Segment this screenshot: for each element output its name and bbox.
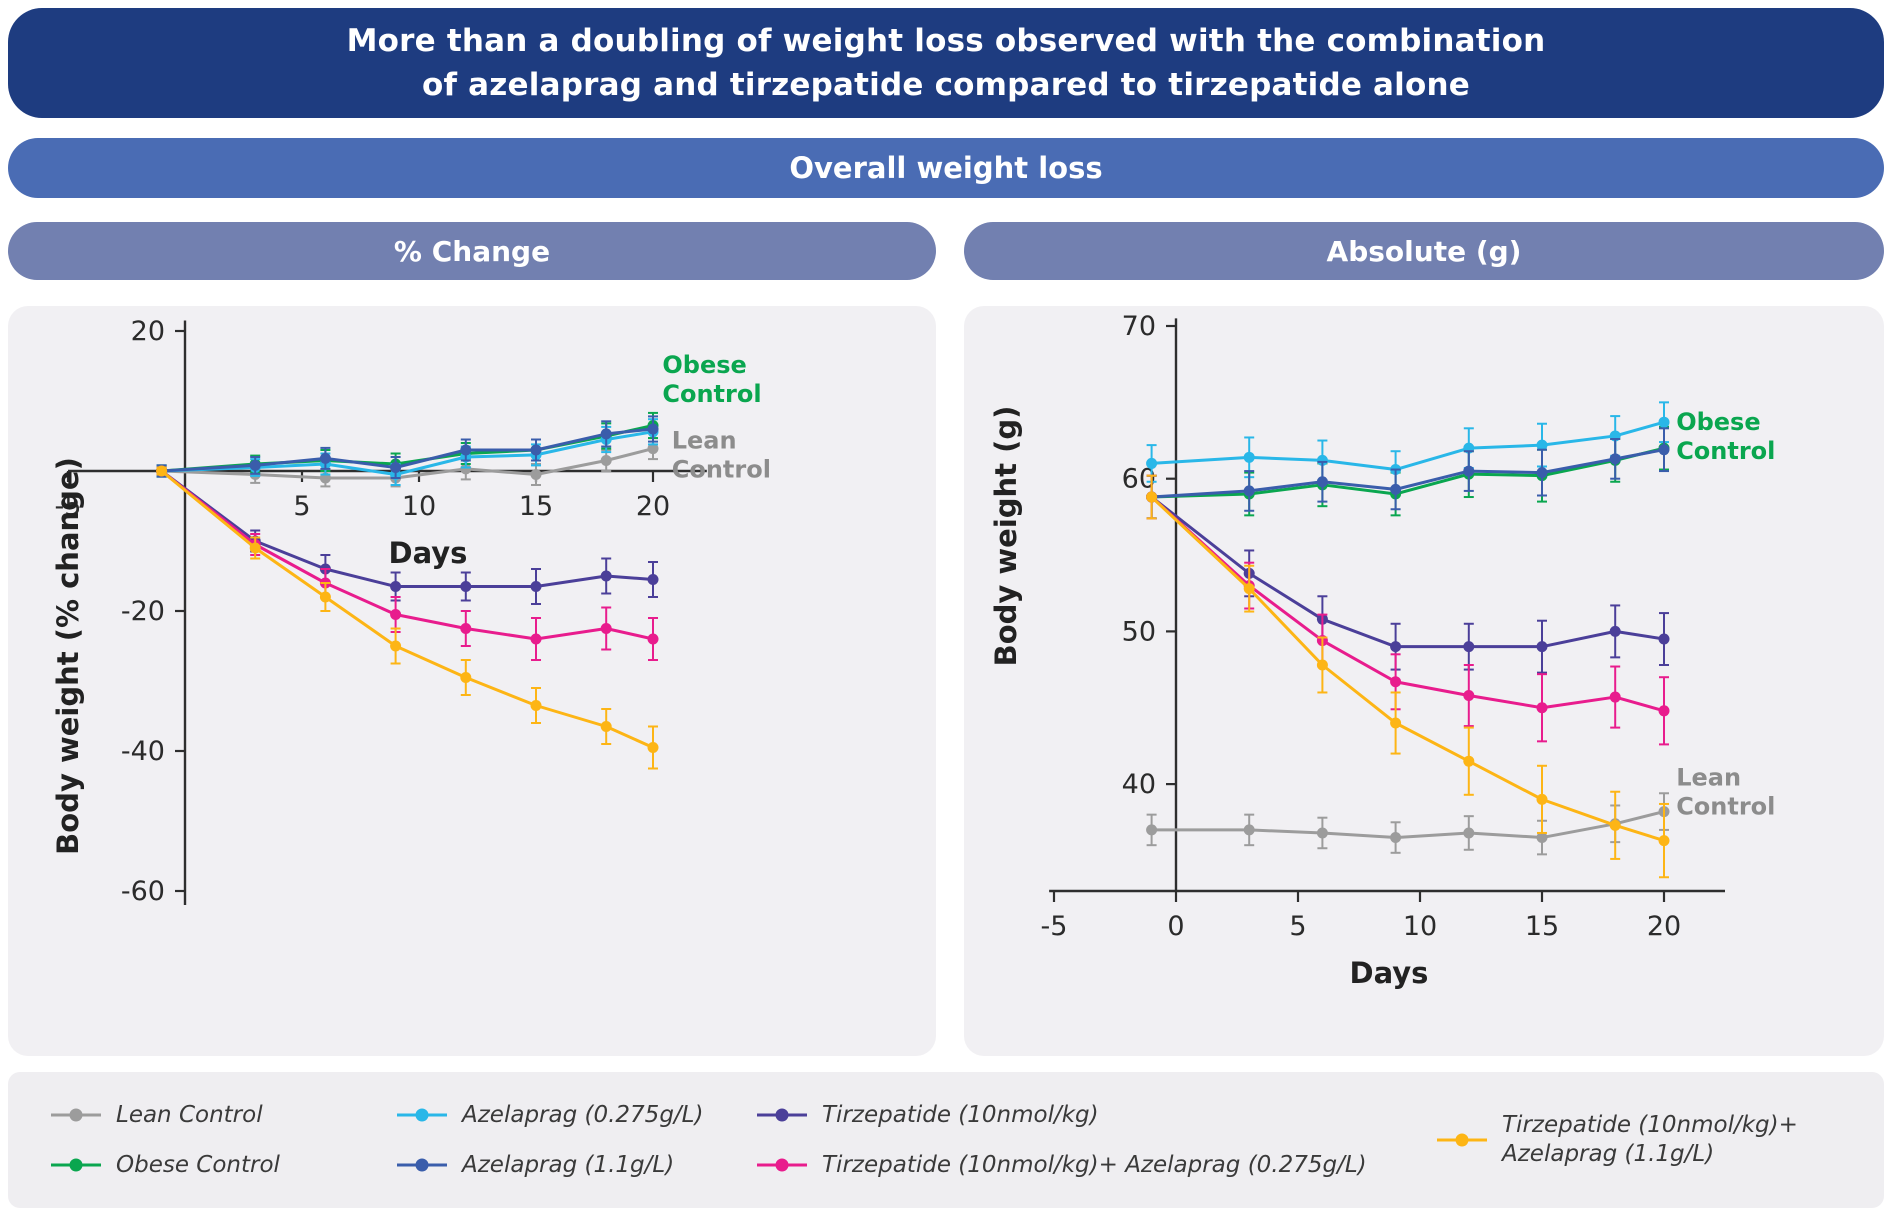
- x-tick-label: 20: [636, 491, 670, 522]
- x-tick-label: 5: [1289, 911, 1306, 942]
- legend-label: Azelaprag (1.1g/L): [462, 1151, 675, 1178]
- legend-marker-icon: [51, 1158, 101, 1172]
- y-tick-label: 20: [131, 316, 165, 347]
- series: [1146, 474, 1670, 674]
- x-tick-label: 5: [293, 491, 310, 522]
- legend: Lean Control Obese Control Azelaprag (0.2…: [8, 1072, 1884, 1208]
- chart-annotation: Control: [662, 380, 761, 408]
- chart-annotation: Control: [1676, 793, 1775, 821]
- y-tick-label: 50: [1122, 616, 1156, 647]
- x-tick-label: 15: [519, 491, 553, 522]
- series: [1146, 427, 1670, 520]
- y-axis-title: Body weight (g): [989, 406, 1023, 667]
- y-tick-label: -20: [121, 596, 165, 627]
- x-tick-label: -5: [1041, 911, 1068, 942]
- percent-change-panel: -5 5 10 15 20 20 -20 -40 -60 Days Body weight (% c…: [8, 306, 936, 1056]
- legend-label: Tirzepatide (10nmol/kg)+ Azelaprag (0.27…: [822, 1151, 1367, 1178]
- legend-item: Tirzepatide (10nmol/kg)+ Azelaprag (1.1g/…: [1436, 1112, 1798, 1167]
- legend-item: Lean Control: [50, 1094, 280, 1136]
- absolute-chart: -5 0 5 10 15 20 70 60 50 40 Days Body weight (g) Obe…: [989, 311, 1775, 990]
- legend-column: Azelaprag (0.275g/L) Azelaprag (1.1g/L): [396, 1072, 703, 1208]
- chart-annotation: Control: [1676, 437, 1775, 465]
- legend-column: Tirzepatide (10nmol/kg)+ Azelaprag (1.1g/…: [1436, 1072, 1798, 1208]
- x-tick-label: -5: [55, 491, 82, 522]
- legend-marker-icon: [757, 1108, 807, 1122]
- series: [1146, 474, 1670, 879]
- series: [1146, 474, 1670, 746]
- series: [1146, 425, 1670, 520]
- legend-column: Tirzepatide (10nmol/kg) Tirzepatide (10nm…: [756, 1072, 1367, 1208]
- series: [156, 415, 659, 479]
- title-banner: More than a doubling of weight loss obse…: [8, 8, 1884, 118]
- legend-marker-icon: [397, 1158, 447, 1172]
- y-tick-label: 60: [1122, 464, 1156, 495]
- chart-annotation: Control: [672, 456, 771, 484]
- legend-item: Azelaprag (0.275g/L): [396, 1094, 703, 1136]
- legend-marker-icon: [1437, 1133, 1487, 1147]
- legend-item: Azelaprag (1.1g/L): [396, 1144, 703, 1186]
- chart-annotation: Obese: [662, 351, 746, 379]
- x-tick-label: 15: [1525, 911, 1559, 942]
- x-tick-label: 10: [402, 491, 436, 522]
- chart-annotation: Lean: [1676, 764, 1741, 792]
- legend-item: Obese Control: [50, 1144, 280, 1186]
- chart-annotation: Obese: [1676, 408, 1760, 436]
- legend-label: Azelaprag (0.275g/L): [462, 1101, 704, 1128]
- y-axis-title: Body weight (% change): [51, 457, 85, 855]
- percent-change-chart: -5 5 10 15 20 20 -20 -40 -60 Days Body weight (% c…: [51, 316, 771, 907]
- series: [156, 465, 659, 770]
- legend-label: Obese Control: [116, 1151, 280, 1178]
- panel-header-percent-change-label: % Change: [393, 234, 551, 268]
- y-tick-label: 70: [1122, 311, 1156, 342]
- absolute-panel: -5 0 5 10 15 20 70 60 50 40 Days Body weight (g) Obe…: [964, 306, 1884, 1056]
- legend-item: Tirzepatide (10nmol/kg): [756, 1094, 1367, 1136]
- panel-header-percent-change: % Change: [8, 222, 936, 280]
- x-tick-label: 10: [1403, 911, 1437, 942]
- series: [1146, 401, 1670, 489]
- legend-label: Lean Control: [116, 1101, 263, 1128]
- chart-annotation: Lean: [672, 427, 737, 455]
- y-tick-label: -60: [121, 876, 165, 907]
- series: [1146, 792, 1670, 856]
- title-line-1: More than a doubling of weight loss obse…: [346, 23, 1546, 59]
- x-axis-title: Days: [1350, 956, 1429, 990]
- subtitle-text: Overall weight loss: [789, 151, 1103, 185]
- x-axis-title: Days: [389, 536, 468, 570]
- legend-item: Tirzepatide (10nmol/kg)+ Azelaprag (0.27…: [756, 1144, 1367, 1186]
- legend-marker-icon: [757, 1158, 807, 1172]
- x-tick-label: 20: [1647, 911, 1681, 942]
- legend-marker-icon: [397, 1108, 447, 1122]
- subtitle-banner: Overall weight loss: [8, 138, 1884, 198]
- x-tick-label: 0: [1167, 911, 1184, 942]
- legend-label: Tirzepatide (10nmol/kg)+ Azelaprag (1.1g/…: [1502, 1112, 1798, 1167]
- series: [156, 465, 659, 605]
- legend-marker-icon: [51, 1108, 101, 1122]
- y-tick-label: -40: [121, 736, 165, 767]
- y-tick-label: 40: [1122, 769, 1156, 800]
- panel-header-absolute-label: Absolute (g): [1326, 234, 1522, 268]
- panel-header-absolute: Absolute (g): [964, 222, 1884, 280]
- title-line-2: of azelaprag and tirzepatide compared to…: [421, 67, 1470, 103]
- legend-label: Tirzepatide (10nmol/kg): [822, 1101, 1099, 1128]
- legend-column: Lean Control Obese Control: [50, 1072, 280, 1208]
